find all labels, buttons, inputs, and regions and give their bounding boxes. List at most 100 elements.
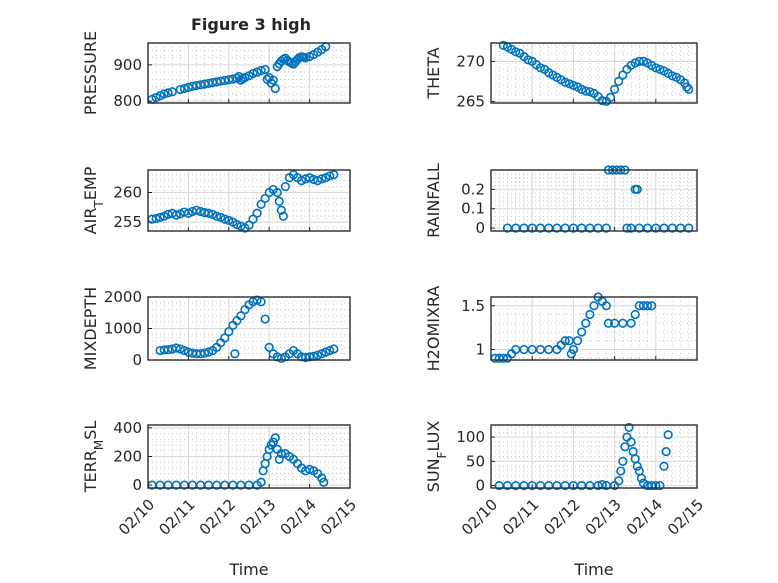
data-point bbox=[224, 327, 234, 337]
data-point bbox=[560, 77, 570, 87]
data-point bbox=[603, 318, 614, 328]
data-point bbox=[252, 295, 262, 305]
data-point bbox=[636, 473, 646, 483]
data-point bbox=[317, 174, 327, 184]
subplot-pressure: 800 900 PRESSURE bbox=[81, 31, 351, 115]
data-point bbox=[647, 301, 657, 311]
y-axis-label: SUNFLUX bbox=[424, 421, 449, 493]
data-series bbox=[147, 170, 339, 233]
data-point bbox=[535, 63, 546, 73]
data-point bbox=[638, 56, 649, 67]
data-point bbox=[236, 311, 246, 321]
data-point bbox=[642, 301, 653, 311]
x-axis-label: Time bbox=[228, 560, 268, 579]
data-point bbox=[204, 208, 214, 218]
subplot-theta: 265 270 THETA bbox=[424, 40, 698, 110]
y-axis-label: AIRTEMP bbox=[81, 166, 106, 234]
data-point bbox=[313, 350, 323, 360]
y-tick-label: 260 bbox=[113, 184, 142, 202]
x-tick-label: 02/11 bbox=[499, 496, 542, 539]
subplot-rainfall: 00.1 0.2 RAINFALL bbox=[424, 163, 698, 238]
data-point bbox=[175, 344, 185, 354]
x-axis-label: Time bbox=[573, 560, 613, 579]
axes-background bbox=[490, 42, 698, 104]
data-point bbox=[620, 442, 630, 452]
x-tick-label: 02/10 bbox=[115, 496, 158, 539]
data-point bbox=[191, 205, 202, 215]
x-tick-label: 02/12 bbox=[540, 496, 583, 539]
data-point bbox=[317, 473, 327, 483]
data-point bbox=[329, 170, 339, 180]
data-point bbox=[300, 53, 311, 63]
data-point bbox=[272, 187, 282, 198]
y-tick-label: 400 bbox=[113, 419, 142, 437]
data-point bbox=[585, 87, 595, 97]
data-point bbox=[661, 447, 671, 457]
y-axis-label: PRESSURE bbox=[81, 31, 100, 115]
data-point bbox=[498, 40, 508, 51]
data-point bbox=[651, 480, 661, 491]
data-point bbox=[325, 345, 335, 356]
data-point bbox=[256, 477, 266, 487]
data-point bbox=[618, 456, 628, 466]
data-point bbox=[560, 336, 570, 346]
y-tick-label: 0.1 bbox=[461, 200, 485, 218]
x-tick-label: 02/13 bbox=[582, 496, 625, 539]
data-point bbox=[605, 92, 616, 102]
y-tick-label: 1000 bbox=[104, 320, 142, 338]
y-tick-label: 0 bbox=[475, 219, 485, 237]
data-series bbox=[147, 433, 329, 490]
data-point bbox=[199, 208, 210, 218]
data-point bbox=[252, 208, 262, 218]
x-tick-label: 02/10 bbox=[458, 496, 501, 539]
y-tick-label: 200 bbox=[113, 448, 142, 466]
axes-background bbox=[490, 169, 698, 232]
figure-title: Figure 3 high bbox=[191, 15, 311, 34]
grid bbox=[491, 170, 697, 231]
data-point bbox=[616, 466, 626, 476]
data-point bbox=[252, 67, 262, 77]
data-point bbox=[632, 461, 642, 471]
grid bbox=[148, 43, 350, 103]
data-point bbox=[667, 71, 677, 81]
grid bbox=[491, 425, 697, 488]
data-point bbox=[581, 318, 591, 328]
data-point bbox=[171, 343, 181, 353]
data-point bbox=[204, 347, 214, 357]
axes-background bbox=[490, 296, 698, 361]
data-point bbox=[626, 437, 636, 447]
data-point bbox=[321, 347, 331, 357]
data-point bbox=[212, 211, 222, 221]
y-tick-label: 900 bbox=[113, 56, 142, 74]
axes-frame bbox=[490, 42, 698, 104]
data-point bbox=[632, 184, 642, 194]
data-point bbox=[523, 55, 533, 65]
y-tick-label: 265 bbox=[456, 92, 485, 110]
data-point bbox=[655, 64, 665, 74]
data-point bbox=[151, 213, 161, 224]
data-point bbox=[585, 309, 595, 320]
data-point bbox=[319, 477, 329, 487]
data-point bbox=[268, 75, 278, 85]
data-point bbox=[179, 83, 189, 94]
y-tick-label: 0 bbox=[475, 477, 485, 495]
data-point bbox=[564, 79, 574, 89]
x-tick-label: 02/12 bbox=[196, 496, 239, 539]
data-series bbox=[147, 42, 331, 104]
y-tick-label: 50 bbox=[466, 452, 485, 470]
y-tick-label: 270 bbox=[456, 52, 485, 70]
data-series bbox=[155, 295, 339, 364]
data-point bbox=[684, 223, 694, 233]
data-point bbox=[155, 212, 165, 222]
y-tick-label: 1 bbox=[475, 341, 485, 359]
x-tick-label: 02/13 bbox=[236, 496, 279, 539]
data-point bbox=[264, 342, 274, 353]
data-point bbox=[195, 206, 206, 217]
data-point bbox=[256, 297, 266, 307]
subplot-h2omixra: 1 1.5 H2OMIXRA bbox=[424, 286, 698, 371]
data-point bbox=[601, 301, 611, 311]
grid bbox=[491, 297, 697, 360]
data-point bbox=[199, 348, 210, 358]
y-axis-label: THETA bbox=[424, 47, 443, 99]
